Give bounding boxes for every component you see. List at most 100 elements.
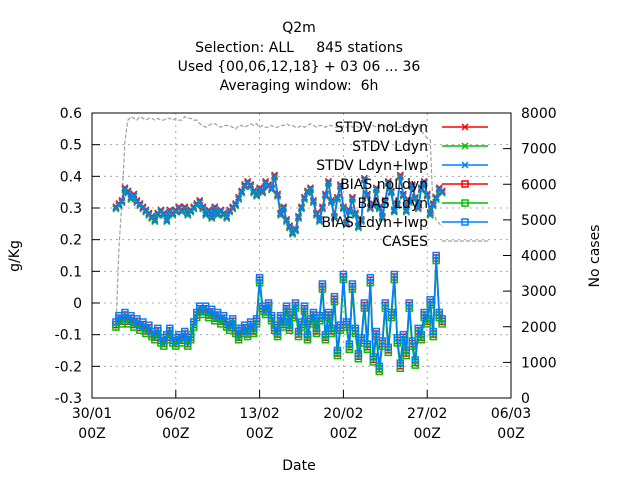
series-stdv-ldyn-lwp-point: [259, 188, 267, 196]
series-stdv-ldyn-lwp-point: [196, 198, 204, 206]
y2-tick-label: 1000: [521, 355, 557, 371]
y2-tick-label: 7000: [521, 142, 557, 158]
x-tick-label-hour: 00Z: [162, 426, 189, 442]
series-stdv-noldyn-point: [348, 193, 356, 201]
legend-label: BIAS noLdyn: [340, 177, 428, 193]
y-tick-label: 0: [73, 296, 82, 312]
series-stdv-ldyn-lwp-point: [181, 204, 189, 212]
x-axis-label: Date: [282, 458, 315, 474]
x-tick-label-date: 06/03: [491, 406, 531, 422]
series-bias-ldyn-lwp-point: [312, 324, 321, 333]
series-bias-ldyn-lwp-point: [378, 337, 387, 345]
x-tick-label-date: 06/02: [156, 406, 196, 422]
series-bias-ldyn-lwp-point: [369, 353, 378, 361]
y2-tick-label: 0: [521, 391, 530, 407]
series-stdv-noldyn-point: [408, 181, 416, 189]
series-stdv-ldyn-lwp-point: [399, 191, 407, 199]
series-stdv-ldyn-lwp-point: [160, 210, 168, 218]
series-bias-ldyn-lwp-point: [399, 330, 408, 339]
y-tick-label: -0.2: [55, 359, 82, 375]
series-bias-ldyn-point: [369, 358, 378, 366]
series-bias-ldyn-lwp-point: [318, 280, 327, 288]
legend-swatch-marker: [461, 218, 469, 226]
series-stdv-ldyn-lwp-point: [420, 179, 428, 187]
series-bias-ldyn-lwp-point: [372, 327, 381, 336]
series-bias-ldyn-point: [417, 335, 425, 344]
series-bias-ldyn-lwp-point: [342, 318, 351, 326]
series-stdv-ldyn-lwp-point: [402, 207, 410, 215]
x-tick-label-hour: 00Z: [330, 426, 357, 442]
series-group: [112, 115, 446, 376]
series-stdv-ldyn-lwp-point: [417, 185, 425, 193]
series-stdv-noldyn-point: [205, 206, 213, 214]
series-stdv-noldyn-point: [372, 184, 380, 192]
legend-swatch-marker: [461, 161, 469, 169]
series-bias-ldyn-lwp-point: [426, 296, 434, 304]
series-stdv-noldyn-point: [360, 174, 368, 182]
series-stdv-ldyn-lwp-point: [390, 207, 398, 215]
series-stdv-ldyn-lwp-point: [384, 179, 392, 187]
series-bias-ldyn-point: [384, 348, 393, 357]
series-stdv-ldyn-lwp-point: [232, 201, 240, 209]
series-bias-ldyn-lwp-point: [255, 273, 264, 282]
series-stdv-ldyn-lwp-point: [423, 191, 431, 199]
series-bias-ldyn-point: [402, 351, 410, 360]
y-tick-label: -0.1: [55, 328, 82, 344]
series-stdv-noldyn-point: [336, 181, 344, 189]
x-tick-label-hour: 00Z: [413, 426, 440, 442]
series-stdv-ldyn-lwp-point: [354, 223, 362, 231]
series-bias-ldyn-point: [438, 320, 446, 328]
series-bias-ldyn-lwp-point: [249, 324, 258, 333]
series-bias-ldyn-point: [375, 367, 384, 376]
series-stdv-ldyn-lwp-point: [268, 185, 276, 193]
series-bias-ldyn-lwp-point: [303, 330, 312, 339]
series-bias-ldyn-lwp-point: [384, 343, 393, 352]
series-stdv-ldyn-lwp-point: [277, 210, 285, 218]
series-stdv-noldyn-point: [181, 203, 189, 211]
y-tick-label: -0.3: [55, 391, 82, 407]
series-bias-ldyn-lwp-point: [432, 251, 440, 260]
series-bias-ldyn-lwp-point: [348, 280, 357, 288]
series-bias-ldyn-lwp-point: [285, 321, 294, 329]
series-bias-ldyn-lwp-point: [405, 299, 413, 307]
series-bias-ldyn-point: [396, 364, 405, 372]
chart-subtitle-used: Used {00,06,12,18} + 03 06 ... 36: [178, 59, 421, 75]
series-bias-ldyn-lwp-point: [339, 270, 348, 279]
series-stdv-ldyn-lwp-point: [360, 175, 368, 184]
legend-label: STDV Ldyn: [352, 139, 428, 155]
series-stdv-ldyn-lwp-point: [285, 223, 294, 231]
series-bias-ldyn-lwp-point: [321, 330, 330, 339]
series-stdv-ldyn-lwp-point: [306, 185, 315, 193]
series-bias-ldyn-point: [345, 345, 354, 353]
series-bias-ldyn-lwp-point: [297, 318, 306, 326]
series-bias-ldyn-lwp-point: [327, 324, 336, 333]
legend-swatch-marker: [461, 123, 469, 131]
series-stdv-ldyn-lwp-point: [324, 179, 332, 187]
series-stdv-ldyn-lwp-point: [163, 217, 171, 225]
series-stdv-ldyn-lwp-point: [351, 210, 359, 218]
series-stdv-ldyn-lwp-point: [294, 213, 303, 222]
y-tick-label: 0.6: [60, 106, 82, 122]
series-stdv-ldyn-lwp-point: [291, 226, 300, 234]
series-bias-ldyn-lwp-point: [330, 292, 339, 301]
series-bias-ldyn-lwp-point: [381, 299, 390, 307]
y2-tick-label: 5000: [521, 213, 557, 229]
series-stdv-ldyn-lwp-point: [312, 210, 320, 218]
series-stdv-ldyn-lwp-point: [369, 201, 377, 209]
series-bias-ldyn-lwp-point: [363, 340, 372, 348]
series-stdv-ldyn-lwp-point: [118, 198, 126, 206]
series-stdv-noldyn-point: [324, 177, 332, 185]
series-stdv-ldyn-lwp-point: [426, 210, 434, 218]
series-stdv-ldyn-lwp-point: [333, 194, 341, 203]
series-bias-ldyn-lwp-point: [294, 327, 303, 336]
series-stdv-ldyn-lwp-point: [375, 204, 383, 212]
series-bias-ldyn-lwp-point: [273, 327, 282, 336]
legend-label: BIAS Ldyn+lwp: [322, 215, 429, 231]
series-bias-ldyn-point: [294, 332, 303, 341]
axis-ticks: -0.3 -0.2 -0.1 0 0.1 0.2 0.3 0.4 0.5 0.6 0 1000 2000…: [55, 106, 557, 442]
series-stdv-ldyn-lwp-point: [411, 194, 419, 203]
legend-swatch-marker: [461, 199, 469, 207]
y2-tick-label: 8000: [521, 106, 557, 122]
series-bias-ldyn-lwp-point: [187, 330, 195, 339]
series-bias-ldyn-lwp-point: [366, 273, 375, 282]
